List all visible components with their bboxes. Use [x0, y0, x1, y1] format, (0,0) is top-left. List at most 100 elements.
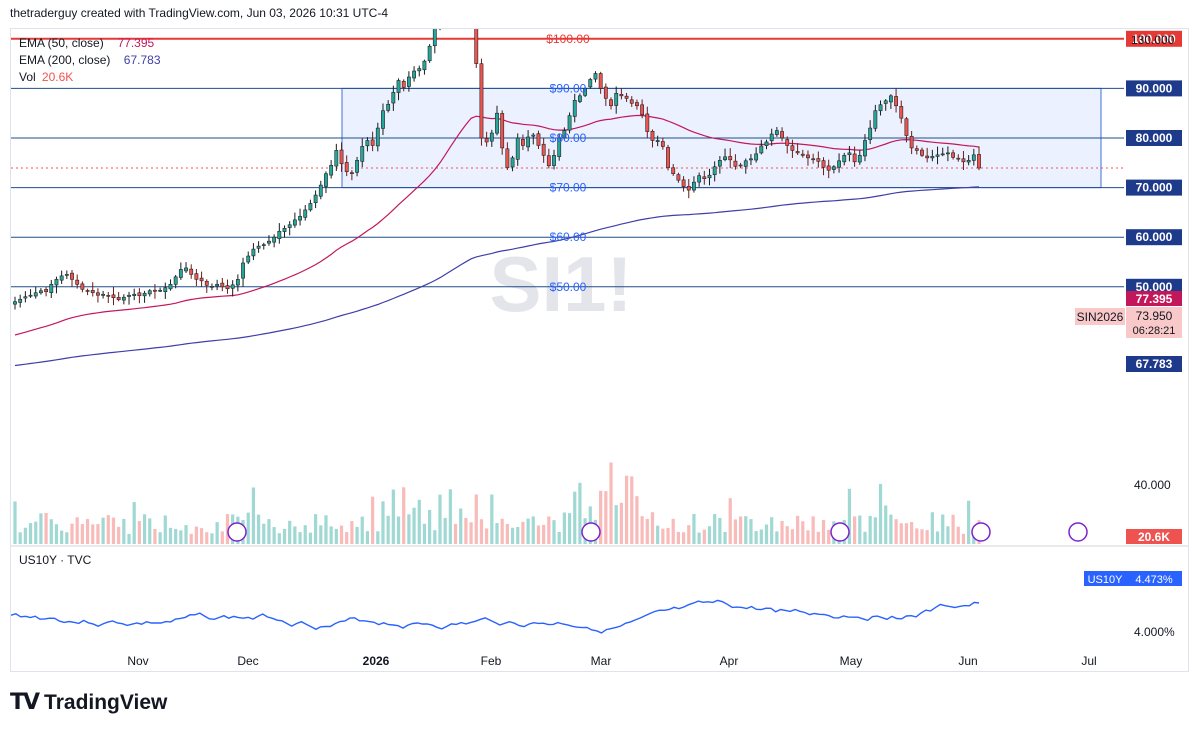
volume-bar	[676, 531, 681, 544]
volume-bar	[847, 488, 852, 544]
volume-bar	[422, 523, 427, 544]
level-label-80: $80.00	[550, 131, 587, 145]
volume-bar	[531, 516, 535, 544]
candle-body	[318, 184, 323, 197]
candle-body	[717, 160, 722, 167]
candle-body	[536, 133, 541, 146]
tradingview-logo[interactable]: TV TradingView	[10, 690, 167, 715]
candle-body	[111, 294, 116, 299]
volume-bar	[562, 512, 566, 544]
volume-bar	[806, 530, 810, 544]
candle-body	[505, 148, 510, 169]
candle-body	[360, 146, 365, 162]
volume-bar	[443, 517, 447, 544]
last-price-badge	[1126, 307, 1182, 338]
axis-badge-90	[1126, 80, 1182, 97]
volume-bar	[785, 526, 789, 544]
volume-bar	[137, 521, 141, 544]
volume-bar	[174, 528, 178, 544]
candle-body	[567, 115, 572, 131]
lower-pane-label: US10Y · TVC	[19, 553, 92, 567]
candle-body	[831, 166, 836, 170]
volume-bar	[386, 515, 390, 544]
candle-body	[707, 174, 712, 179]
volume-bar	[604, 491, 608, 544]
level-label-70: $70.00	[550, 181, 587, 195]
candle-body	[18, 298, 23, 303]
candle-body	[210, 286, 214, 288]
legend-value: 77.395	[118, 36, 155, 50]
volume-bar	[23, 527, 27, 544]
volume-bar	[702, 529, 706, 544]
candle-body	[681, 179, 686, 187]
volume-bar	[868, 515, 872, 544]
candle-body	[70, 272, 74, 280]
candle-body	[769, 133, 774, 142]
volume-bar	[853, 516, 857, 544]
volume-bar	[624, 475, 629, 544]
chart-header: thetraderguy created with TradingView.co…	[10, 6, 388, 20]
candle-body	[298, 216, 302, 221]
volume-bar	[391, 489, 395, 544]
candle-body	[116, 296, 121, 300]
last-price-text: 73.950	[1136, 309, 1173, 323]
volume-bar	[267, 519, 271, 544]
volume-bar	[474, 494, 478, 544]
volume-bar	[728, 498, 732, 544]
candle-body	[121, 296, 126, 301]
candle-body	[614, 93, 619, 106]
volume-bar	[298, 532, 302, 544]
volume-bar	[547, 516, 551, 544]
volume-bar	[858, 515, 862, 544]
candle-body	[267, 240, 271, 244]
volume-bar	[54, 524, 59, 544]
candle-body	[619, 94, 624, 97]
axis-badge-text-60: 60.000	[1136, 230, 1173, 244]
candle-body	[650, 130, 655, 141]
volume-bar	[770, 517, 774, 544]
volume-bar	[179, 530, 183, 544]
candle-body	[873, 110, 878, 129]
volume-bar	[707, 526, 712, 544]
candle-body	[313, 194, 318, 204]
candle-body	[417, 68, 422, 72]
candle-body	[495, 112, 499, 134]
us10y-scale-label: 4.000%	[1134, 625, 1175, 639]
logo-text: TradingView	[44, 690, 168, 714]
candle-body	[609, 99, 613, 107]
volume-bar	[428, 509, 432, 544]
volume-bar	[106, 515, 110, 544]
candle-body	[743, 160, 748, 167]
axis-badge-text-90: 90.000	[1136, 81, 1173, 95]
candle-body	[863, 140, 867, 157]
candle-body	[945, 152, 950, 155]
candle-body	[966, 160, 971, 163]
candle-body	[324, 173, 328, 187]
chart-frame: SI1! $120.00$110.00$100.00$90.00$80.00$7…	[10, 0, 1189, 672]
candle-body	[655, 140, 660, 142]
level-label-100: $100.00	[546, 32, 590, 46]
candle-body	[531, 134, 536, 137]
candle-body	[847, 152, 852, 156]
volume-bar	[884, 505, 888, 544]
volume-bar	[417, 499, 421, 544]
candle-body	[697, 175, 702, 183]
volume-bar	[215, 522, 219, 544]
candle-body	[287, 224, 292, 228]
volume-badge	[1126, 529, 1182, 544]
volume-bar	[345, 532, 349, 544]
candle-body	[153, 289, 157, 292]
volume-bar	[915, 528, 919, 544]
volume-bar	[863, 531, 867, 544]
candle-body	[401, 80, 406, 88]
candle-body	[598, 73, 603, 89]
volume-bar	[18, 532, 22, 544]
price-chart[interactable]: SI1! $120.00$110.00$100.00$90.00$80.00$7…	[10, 0, 1188, 671]
candle-body	[412, 70, 416, 79]
candle-body	[163, 287, 168, 292]
volume-bar	[111, 517, 116, 544]
volume-bar	[210, 533, 214, 544]
volume-bar	[967, 500, 971, 544]
candle-body	[386, 103, 391, 111]
candle-body	[147, 290, 152, 295]
